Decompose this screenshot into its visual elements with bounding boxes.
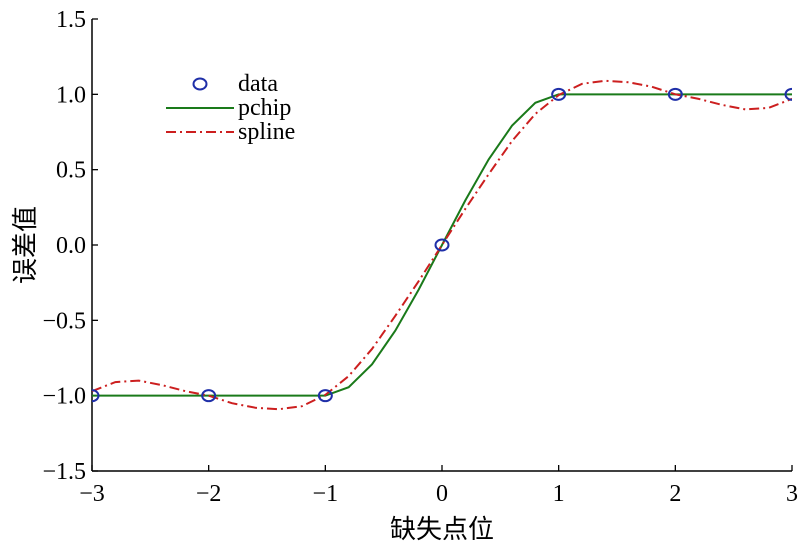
x-tick-label: −1 [313,481,339,507]
y-tick-label: −1.0 [42,384,86,410]
x-tick-label: 2 [669,481,681,507]
data-marker [667,87,683,101]
y-tick-label: 0.5 [56,158,86,184]
data-marker [92,389,100,403]
legend-label-spline: spline [238,119,295,145]
y-tick-label: −1.5 [42,459,86,485]
y-axis-label: 误差值 [11,206,41,284]
data-marker [784,87,792,101]
data-marker [551,87,567,101]
y-tick-label: 0.0 [56,233,86,259]
x-tick-label: −3 [79,481,105,507]
series-pchip-line [92,93,792,397]
legend-marker-data [192,77,208,91]
ticks: −3 −2 −1 0 1 2 3 −1.5 −1.0 −0.5 0.0 0.5 1.0 1.5 [42,7,798,507]
y-tick-label: 1.5 [56,7,86,33]
x-tick-label: 3 [786,481,798,507]
x-tick-label: 0 [436,481,448,507]
y-tick-label: −0.5 [42,308,86,334]
legend-label-data: data [238,71,278,97]
y-tick-label: 1.0 [56,82,86,108]
series-layer [92,79,792,411]
data-marker [434,238,450,252]
series-spline-line [92,79,792,411]
x-tick-label: 1 [553,481,565,507]
data-marker [317,389,333,403]
data-marker [201,389,217,403]
x-axis-label: 缺失点位 [390,515,494,545]
x-tick-label: −2 [196,481,222,507]
legend-label-pchip: pchip [238,95,291,121]
